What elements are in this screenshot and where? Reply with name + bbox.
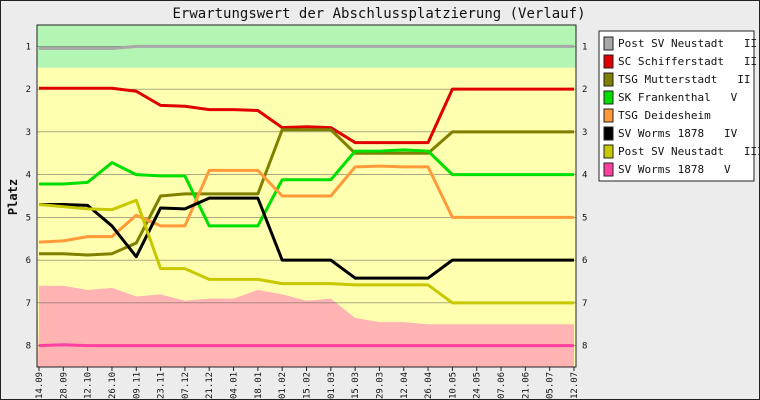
- legend-swatch-1: [603, 54, 614, 69]
- legend-label-0: Post SV Neustadt II: [618, 37, 757, 50]
- y-tick-label-left-4: 4: [26, 171, 31, 181]
- x-tick-label-20: 21.06: [521, 372, 531, 399]
- series-line-0: [39, 44, 574, 51]
- y-tick-label-left-5: 5: [26, 213, 31, 223]
- x-tick-label-17: 10.05: [448, 372, 458, 399]
- y-tick-label-right-6: 6: [582, 256, 587, 266]
- legend: Post SV Neustadt II SC Schifferstadt II TS…: [598, 30, 759, 182]
- legend-box: [598, 30, 755, 182]
- x-tick-label-1: 28.09: [59, 372, 69, 399]
- y-axis-label: Platz: [6, 179, 20, 215]
- y-tick-label-left-2: 2: [26, 85, 31, 95]
- legend-label-7: SV Worms 1878 V: [618, 163, 731, 176]
- x-tick-label-19: 07.06: [497, 372, 507, 399]
- legend-label-2: TSG Mutterstadt II: [618, 73, 750, 86]
- x-tick-label-15: 12.04: [400, 372, 410, 399]
- y-tick-label-left-7: 7: [26, 299, 31, 309]
- series-lines: [38, 44, 574, 348]
- y-tick-label-right-7: 7: [582, 299, 587, 309]
- y-tick-label-right-1: 1: [582, 42, 587, 52]
- x-tick-label-2: 12.10: [84, 372, 94, 399]
- x-tick-label-13: 15.03: [351, 372, 361, 399]
- legend-label-4: TSG Deidesheim: [618, 109, 711, 122]
- legend-label-3: SK Frankenthal V: [618, 91, 738, 104]
- legend-label-6: Post SV Neustadt III: [618, 145, 759, 158]
- legend-swatch-3: [603, 90, 614, 105]
- y-tick-labels: 1 1 2 2 3 3 4 4 5 5 6 6 7 7 8 8: [26, 42, 588, 351]
- y-tick-label-left-8: 8: [26, 342, 31, 352]
- series-line-5: [39, 196, 574, 280]
- x-tick-label-3: 26.10: [108, 372, 118, 399]
- x-tick-label-6: 07.12: [181, 372, 191, 399]
- legend-label-1: SC Schifferstadt II: [618, 55, 757, 68]
- x-tick-labels: 14.09 28.09 12.10 26.10 09.11 23.11 07.12 21.12…: [35, 372, 580, 399]
- chart-title: Erwartungswert der Abschlussplatzierung …: [172, 6, 585, 22]
- x-tick-label-0: 14.09: [35, 372, 45, 399]
- y-tick-label-left-1: 1: [26, 42, 31, 52]
- x-tick-label-12: 01.03: [327, 372, 337, 399]
- legend-swatch-4: [603, 108, 614, 123]
- plot-border: [36, 24, 577, 368]
- y-tick-label-left-6: 6: [26, 256, 31, 266]
- y-tick-label-right-8: 8: [582, 342, 587, 352]
- series-line-7: [38, 343, 574, 348]
- x-tick-label-5: 23.11: [157, 372, 167, 399]
- y-tick-label-left-3: 3: [26, 128, 31, 138]
- x-tick-label-21: 05.07: [546, 372, 556, 399]
- x-tick-label-11: 15.02: [303, 372, 313, 399]
- series-line-4: [38, 164, 574, 244]
- x-tick-label-16: 26.04: [424, 372, 434, 399]
- y-tick-label-right-5: 5: [582, 213, 587, 223]
- series-line-3: [39, 148, 574, 228]
- x-tick-label-18: 24.05: [473, 372, 483, 399]
- y-tick-label-right-4: 4: [582, 171, 587, 181]
- x-tick-label-8: 04.01: [230, 372, 240, 399]
- legend-swatch-0: [603, 36, 614, 51]
- x-tick-label-7: 21.12: [205, 372, 215, 399]
- x-tick-label-9: 18.01: [254, 372, 264, 399]
- legend-label-5: SV Worms 1878 IV: [618, 127, 738, 140]
- series-line-6: [38, 198, 574, 305]
- legend-swatch-6: [603, 144, 614, 159]
- x-tick-label-10: 01.02: [278, 372, 288, 399]
- legend-swatch-7: [603, 162, 614, 177]
- legend-swatch-2: [603, 72, 614, 87]
- y-tick-label-right-3: 3: [582, 128, 587, 138]
- series-line-1: [39, 86, 574, 145]
- x-tick-label-14: 29.03: [375, 372, 385, 399]
- x-tick-label-22: 12.07: [570, 372, 580, 399]
- y-tick-label-right-2: 2: [582, 85, 587, 95]
- legend-swatch-5: [603, 126, 614, 141]
- x-tick-label-4: 09.11: [132, 372, 142, 399]
